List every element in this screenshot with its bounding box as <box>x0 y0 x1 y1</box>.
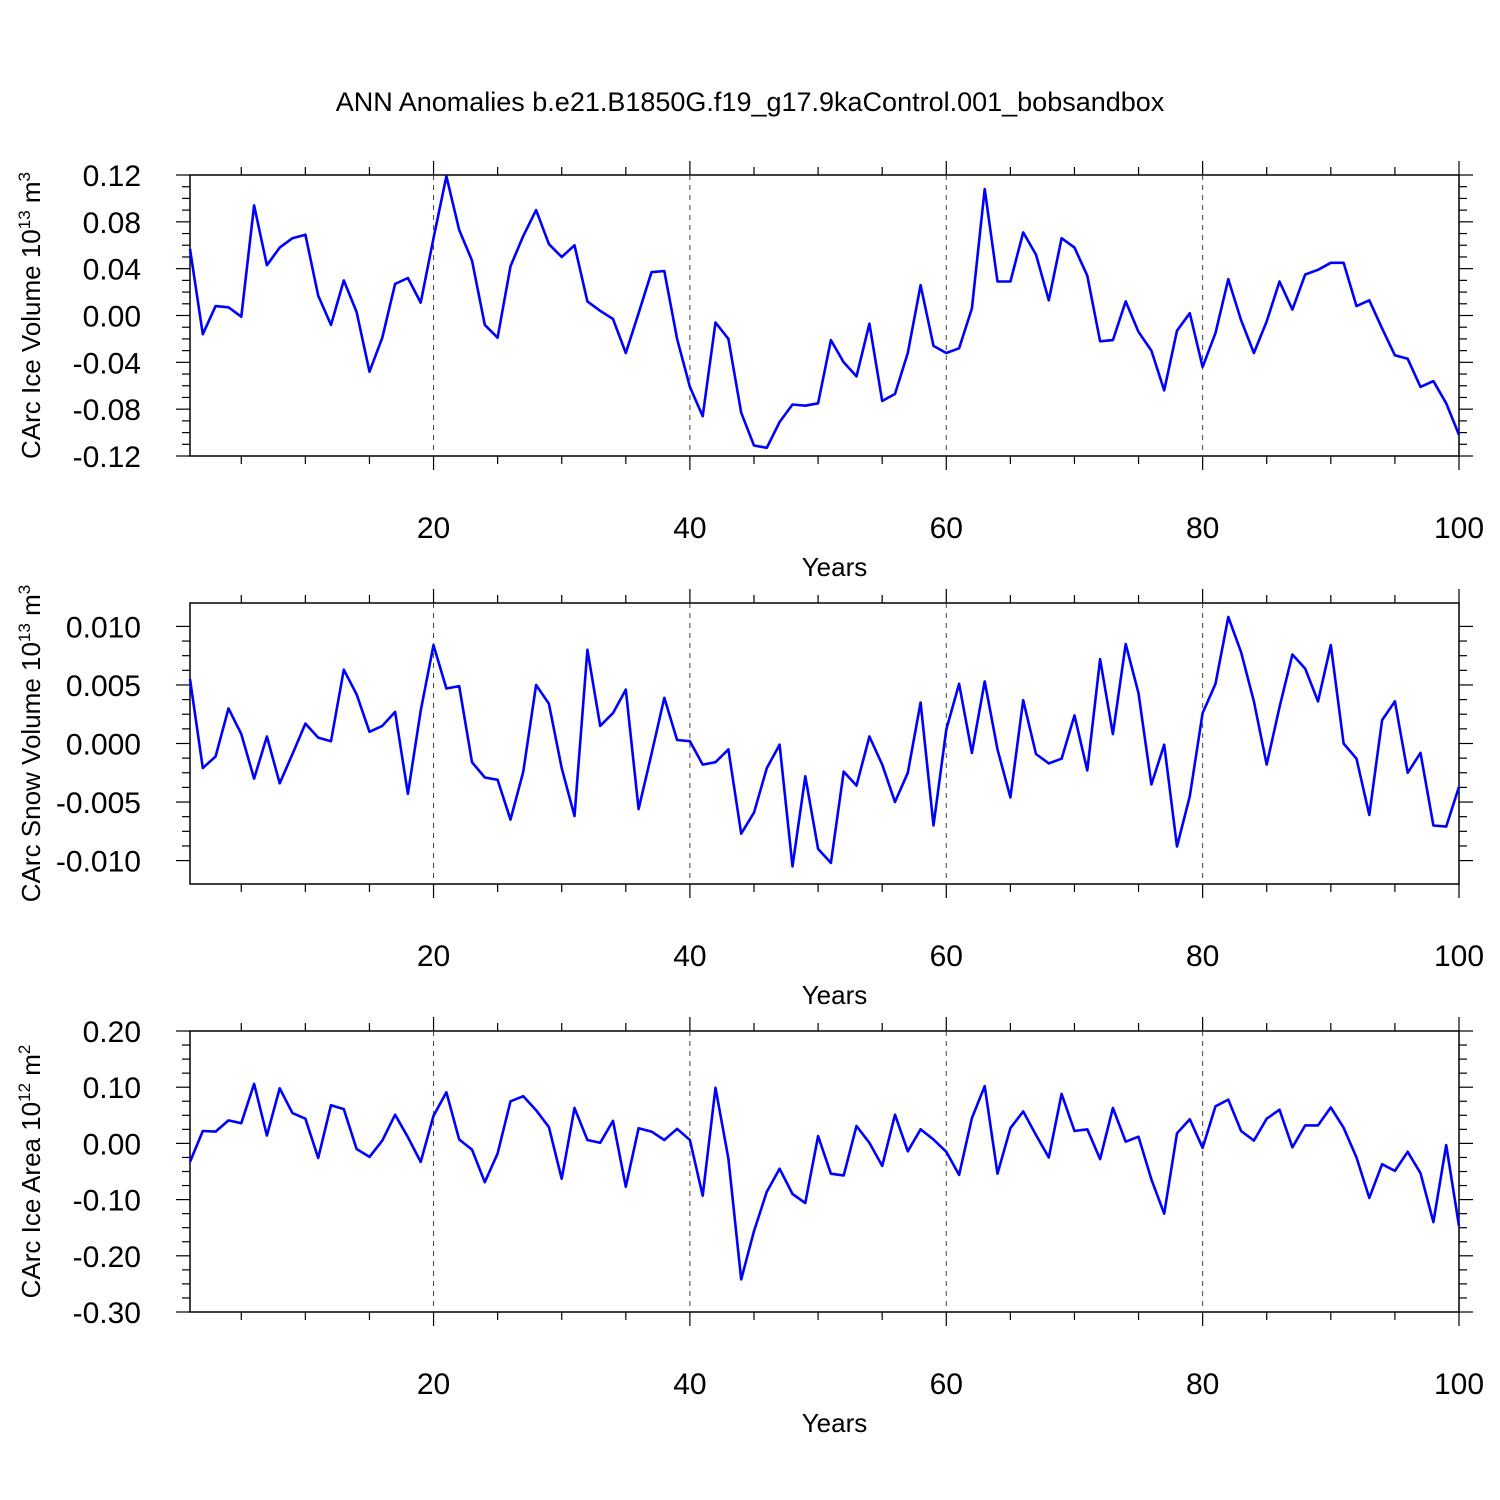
y-axis-label-superscript: 13 <box>15 623 34 642</box>
y-axis-label-text: CArc Ice Volume 10 <box>16 229 46 459</box>
x-tick-label: 80 <box>1186 512 1219 545</box>
x-axis-label: Years <box>802 552 868 582</box>
y-tick-label: -0.010 <box>56 846 141 879</box>
y-axis-label-text: m <box>16 594 46 623</box>
x-tick-label: 100 <box>1434 940 1484 973</box>
y-axis-label-text: m <box>16 181 46 210</box>
y-tick-label: -0.20 <box>73 1241 141 1274</box>
x-tick-label: 100 <box>1434 512 1484 545</box>
y-axis-label-superscript: 3 <box>15 585 34 594</box>
y-axis-label: CArc Ice Volume 1013 m3 <box>15 172 46 459</box>
series-line <box>188 174 1461 450</box>
x-tick-label: 20 <box>417 1368 450 1401</box>
x-tick-label: 20 <box>417 940 450 973</box>
x-tick-label: 60 <box>930 940 963 973</box>
x-tick-label: 60 <box>930 1368 963 1401</box>
panel-ice-area: 20 40 60 80 100 0.20 0.10 0.00 -0.10 -0.20 -0.30 Ye… <box>15 1016 1484 1438</box>
y-tick-label: 0.12 <box>83 160 141 193</box>
y-tick-label: 0.04 <box>83 254 141 287</box>
y-tick-label: 0.005 <box>66 670 141 703</box>
x-tick-label: 40 <box>673 1368 706 1401</box>
y-tick-label: 0.20 <box>83 1016 141 1049</box>
x-axis-label: Years <box>802 1408 868 1438</box>
x-axis-label: Years <box>802 980 868 1010</box>
x-tick-label: 20 <box>417 512 450 545</box>
y-axis-label: CArc Ice Area 1012 m2 <box>15 1045 46 1299</box>
y-tick-label: -0.12 <box>73 441 141 474</box>
y-tick-label: 0.010 <box>66 611 141 644</box>
y-axis-label-superscript: 3 <box>15 172 34 181</box>
panel-ice-volume: 20 40 60 80 100 0.12 0.08 0.04 0.00 -0.04 -0.08 -0.… <box>15 160 1484 582</box>
y-tick-label: 0.00 <box>83 1128 141 1161</box>
y-axis-label-text: CArc Ice Area 10 <box>16 1102 46 1299</box>
x-tick-label: 100 <box>1434 1368 1484 1401</box>
y-tick-label: -0.08 <box>73 394 141 427</box>
y-axis-label-superscript: 2 <box>15 1045 34 1054</box>
x-tick-label: 40 <box>673 512 706 545</box>
y-tick-label: 0.00 <box>83 301 141 334</box>
y-axis-label-superscript: 12 <box>15 1083 34 1102</box>
y-axis-label: CArc Snow Volume 1013 m3 <box>15 585 46 902</box>
y-tick-label: 0.08 <box>83 207 141 240</box>
x-tick-label: 40 <box>673 940 706 973</box>
y-tick-label: -0.005 <box>56 787 141 820</box>
y-axis-label-superscript: 13 <box>15 210 34 229</box>
plot-frame <box>189 1030 1460 1313</box>
y-axis-label-text: CArc Snow Volume 10 <box>16 642 46 902</box>
y-tick-label: 0.000 <box>66 729 141 762</box>
series-line <box>188 1082 1461 1281</box>
y-tick-label: 0.10 <box>83 1072 141 1105</box>
x-tick-label: 80 <box>1186 940 1219 973</box>
x-tick-label: 60 <box>930 512 963 545</box>
panel-snow-volume: 20 40 60 80 100 0.010 0.005 0.000 -0.005 -0.010 Ye… <box>15 585 1484 1010</box>
x-tick-label: 80 <box>1186 1368 1219 1401</box>
y-tick-label: -0.30 <box>73 1297 141 1330</box>
figure-title: ANN Anomalies b.e21.B1850G.f19_g17.9kaCo… <box>336 87 1165 117</box>
plot-frame <box>189 602 1460 885</box>
y-tick-label: -0.04 <box>73 347 141 380</box>
y-tick-label: -0.10 <box>73 1185 141 1218</box>
series-line <box>188 615 1461 868</box>
y-axis-label-text: m <box>16 1054 46 1083</box>
